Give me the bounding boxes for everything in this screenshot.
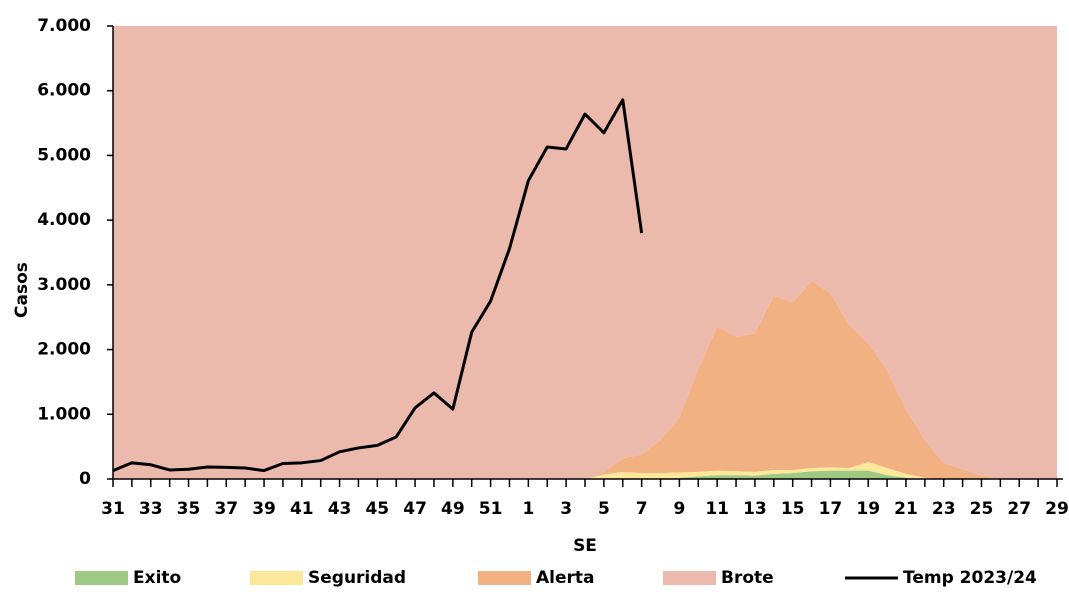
x-tick-label: 37: [214, 499, 238, 519]
x-tick-label: 29: [1045, 499, 1069, 519]
legend-label: Temp 2023/24: [903, 568, 1037, 588]
y-tick-label: 5.000: [37, 145, 91, 165]
x-tick-label: 17: [819, 499, 843, 519]
x-tick-label: 35: [177, 499, 201, 519]
x-tick-label: 23: [932, 499, 956, 519]
legend-swatch: [478, 571, 531, 585]
x-tick-label: 45: [365, 499, 389, 519]
legend-label: Alerta: [536, 568, 595, 588]
area: [113, 470, 1057, 479]
x-tick-label: 47: [403, 499, 427, 519]
legend-swatch: [75, 571, 128, 585]
area: [113, 26, 1057, 479]
x-tick-label: 27: [1007, 499, 1031, 519]
legend-swatch: [250, 571, 303, 585]
area: [113, 280, 1057, 479]
line: [112, 98, 644, 473]
x-tick-label: 15: [781, 499, 805, 519]
x-tick-label: 39: [252, 499, 276, 519]
y-tick-label: 1.000: [37, 404, 91, 424]
x-tick-label: 31: [101, 499, 125, 519]
x-tick-label: 1: [522, 499, 534, 519]
legend-swatch: [663, 571, 716, 585]
x-tick-label: 3: [560, 499, 572, 519]
x-tick-label: 19: [856, 499, 880, 519]
y-tick-label: 2.000: [37, 340, 91, 360]
x-axis-title: SE: [573, 536, 597, 556]
x-tick-label: 41: [290, 499, 314, 519]
x-tick-label: 33: [139, 499, 163, 519]
y-tick-label: 0: [79, 469, 91, 489]
x-tick-label: 49: [441, 499, 465, 519]
x-tick-label: 5: [598, 499, 610, 519]
x-tick-label: 9: [673, 499, 685, 519]
y-tick-label: 7.000: [37, 16, 91, 36]
y-tick-label: 4.000: [37, 210, 91, 230]
y-axis-title: Casos: [12, 262, 32, 318]
x-tick-label: 25: [970, 499, 994, 519]
x-tick-label: 43: [328, 499, 352, 519]
legend-label: Seguridad: [308, 568, 406, 588]
y-tick-label: 6.000: [37, 81, 91, 101]
x-tick-label: 7: [636, 499, 648, 519]
x-tick-label: 11: [705, 499, 729, 519]
x-tick-label: 51: [479, 499, 503, 519]
x-tick-label: 21: [894, 499, 918, 519]
x-tick-label: 13: [743, 499, 767, 519]
legend-label: Brote: [721, 568, 774, 588]
legend-label: Exito: [133, 568, 181, 588]
y-tick-label: 3.000: [37, 275, 91, 295]
